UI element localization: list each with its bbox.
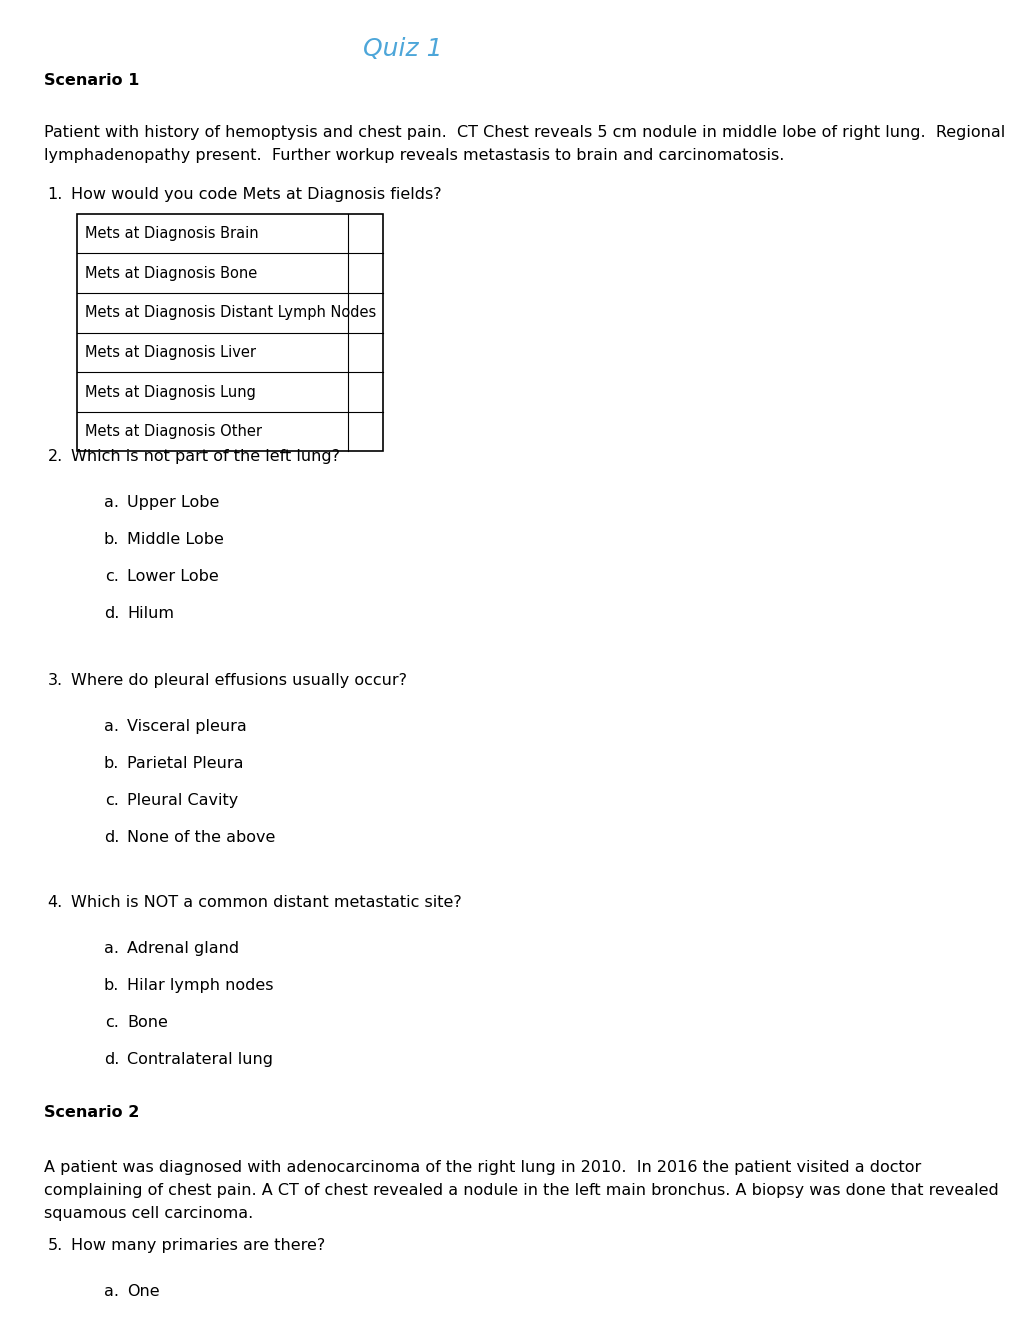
- Text: a.: a.: [104, 495, 119, 510]
- Text: c.: c.: [105, 569, 119, 583]
- Text: b.: b.: [104, 978, 119, 993]
- Text: A patient was diagnosed with adenocarcinoma of the right lung in 2010.  In 2016 : A patient was diagnosed with adenocarcin…: [44, 1160, 998, 1221]
- Text: 2.: 2.: [48, 449, 63, 463]
- Text: b.: b.: [104, 756, 119, 771]
- Text: Which is NOT a common distant metastatic site?: Which is NOT a common distant metastatic…: [71, 895, 462, 909]
- Text: Hilum: Hilum: [127, 606, 174, 620]
- Text: 1.: 1.: [48, 187, 63, 202]
- Bar: [76, 214, 382, 451]
- Text: 5.: 5.: [48, 1238, 63, 1253]
- Text: a.: a.: [104, 1284, 119, 1299]
- Text: Pleural Cavity: Pleural Cavity: [127, 793, 238, 808]
- Text: b.: b.: [104, 532, 119, 546]
- Text: Mets at Diagnosis Lung: Mets at Diagnosis Lung: [85, 384, 255, 400]
- Text: Where do pleural effusions usually occur?: Where do pleural effusions usually occur…: [71, 673, 407, 688]
- Text: Hilar lymph nodes: Hilar lymph nodes: [127, 978, 273, 993]
- Text: Upper Lobe: Upper Lobe: [127, 495, 219, 510]
- Text: Contralateral lung: Contralateral lung: [127, 1052, 273, 1067]
- Text: Middle Lobe: Middle Lobe: [127, 532, 224, 546]
- Text: Mets at Diagnosis Distant Lymph Nodes: Mets at Diagnosis Distant Lymph Nodes: [85, 305, 375, 321]
- Text: Patient with history of hemoptysis and chest pain.  CT Chest reveals 5 cm nodule: Patient with history of hemoptysis and c…: [44, 125, 1005, 164]
- Text: One: One: [127, 1284, 160, 1299]
- Text: Scenario 2: Scenario 2: [44, 1105, 140, 1119]
- Text: None of the above: None of the above: [127, 830, 275, 845]
- Text: c.: c.: [105, 793, 119, 808]
- Text: Bone: Bone: [127, 1015, 168, 1030]
- Text: 4.: 4.: [48, 895, 63, 909]
- Text: Adrenal gland: Adrenal gland: [127, 941, 239, 956]
- Text: 3.: 3.: [48, 673, 63, 688]
- Text: Mets at Diagnosis Bone: Mets at Diagnosis Bone: [85, 265, 257, 281]
- Text: c.: c.: [105, 1015, 119, 1030]
- Text: d.: d.: [104, 1052, 119, 1067]
- Text: How would you code Mets at Diagnosis fields?: How would you code Mets at Diagnosis fie…: [71, 187, 441, 202]
- Text: a.: a.: [104, 941, 119, 956]
- Text: Scenario 1: Scenario 1: [44, 73, 140, 87]
- Text: Visceral pleura: Visceral pleura: [127, 719, 247, 734]
- Text: Parietal Pleura: Parietal Pleura: [127, 756, 244, 771]
- Text: Mets at Diagnosis Brain: Mets at Diagnosis Brain: [85, 226, 258, 242]
- Text: Quiz 1: Quiz 1: [363, 37, 442, 61]
- Text: Mets at Diagnosis Liver: Mets at Diagnosis Liver: [85, 345, 256, 360]
- Text: a.: a.: [104, 719, 119, 734]
- Text: Which is not part of the left lung?: Which is not part of the left lung?: [71, 449, 339, 463]
- Text: d.: d.: [104, 606, 119, 620]
- Text: d.: d.: [104, 830, 119, 845]
- Text: How many primaries are there?: How many primaries are there?: [71, 1238, 325, 1253]
- Text: Mets at Diagnosis Other: Mets at Diagnosis Other: [85, 424, 261, 440]
- Text: Lower Lobe: Lower Lobe: [127, 569, 219, 583]
